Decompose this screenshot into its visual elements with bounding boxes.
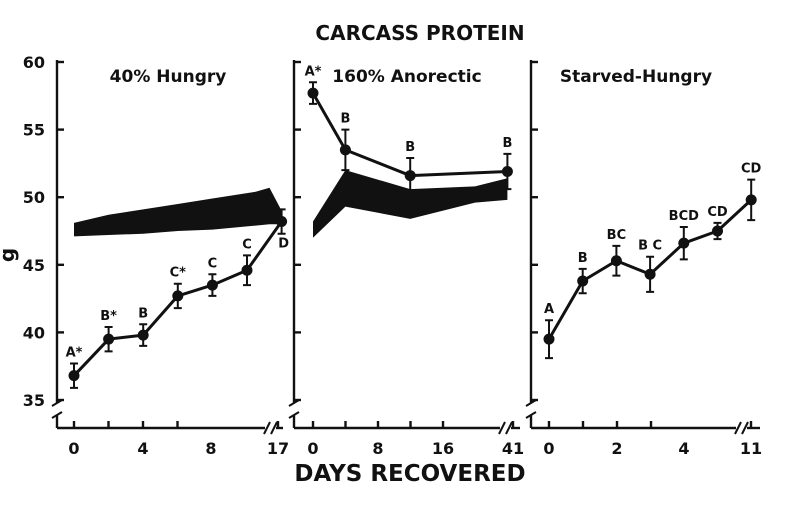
data-point [307,87,319,99]
series-line [311,92,508,178]
y-tick-label: 55 [23,121,45,140]
x-tick-label: 0 [307,439,318,458]
y-axis-break [51,399,63,419]
y-tick-label: 40 [23,323,45,342]
data-point [678,237,690,249]
x-tick-label: 17 [267,439,289,458]
data-point [172,290,184,302]
significance-letter: BCD [669,209,699,224]
y-axis-break [288,399,300,419]
control-band [74,187,282,237]
data-point [610,255,622,267]
significance-letter: A* [66,345,83,360]
panel-title: 160% Anorectic [332,67,481,87]
data-point [712,225,723,237]
significance-letter: CD [741,162,762,177]
significance-letter: B C [638,239,662,254]
x-axis-label: DAYS RECOVERED [294,461,525,487]
significance-letter: A [544,302,554,317]
significance-letter: B* [100,309,117,324]
significance-letter: B [405,140,415,155]
y-axis-label: g [0,248,19,262]
data-point [501,166,513,178]
x-tick-label: 0 [68,439,79,458]
significance-letter: B [578,251,588,266]
x-tick-label: 11 [740,439,762,458]
y-tick-label: 50 [23,188,45,207]
significance-letter: C* [170,266,187,281]
x-axis-break [263,421,278,435]
figure-title: CARCASS PROTEIN [315,21,524,45]
x-axis-break [498,421,513,435]
panel-title: 40% Hungry [110,67,227,87]
x-tick-label: 4 [678,439,689,458]
significance-letter: BC [607,228,626,243]
data-point [745,194,757,206]
y-tick-label: 45 [23,256,45,275]
x-tick-label: 16 [432,439,454,458]
y-tick-label: 35 [23,391,45,410]
control-band [313,170,508,238]
data-point [543,333,555,345]
x-axis-break [734,421,749,435]
panel-title: Starved-Hungry [560,67,712,87]
data-point [577,275,589,287]
x-tick-label: 41 [502,439,524,458]
x-tick-label: 4 [137,439,148,458]
data-point [137,329,149,341]
significance-letter: B [138,306,148,321]
significance-letter: C [242,237,252,252]
data-point [644,268,656,280]
significance-letter: CD [707,205,728,220]
data-point [276,216,288,228]
y-tick-label: 60 [23,53,45,72]
significance-letter: B [502,136,512,151]
significance-letter: D [278,237,289,252]
data-point [339,144,351,156]
data-point [404,170,416,182]
data-point [68,370,80,382]
x-tick-label: 8 [372,439,383,458]
data-point [241,264,253,276]
x-tick-label: 2 [611,439,622,458]
significance-letter: A* [305,64,322,79]
significance-letter: C [208,256,218,271]
panel-2: 0 8 16 41 160% Anorectic A* B B B [288,60,524,458]
x-tick-label: 8 [205,439,216,458]
x-tick-label: 0 [543,439,554,458]
data-point [103,333,115,345]
panel-1: 0 4 8 17 40% Hungry A* B* B C* C C D [51,60,289,458]
y-axis-break [525,399,537,419]
data-point [206,279,218,291]
y-axis-tick-labels: 60 55 50 45 40 35 [23,53,45,410]
panel-3: 0 2 4 11 Starved-Hungry A B BC B C BCD CD CD [525,60,762,458]
significance-letter: B [340,112,350,127]
